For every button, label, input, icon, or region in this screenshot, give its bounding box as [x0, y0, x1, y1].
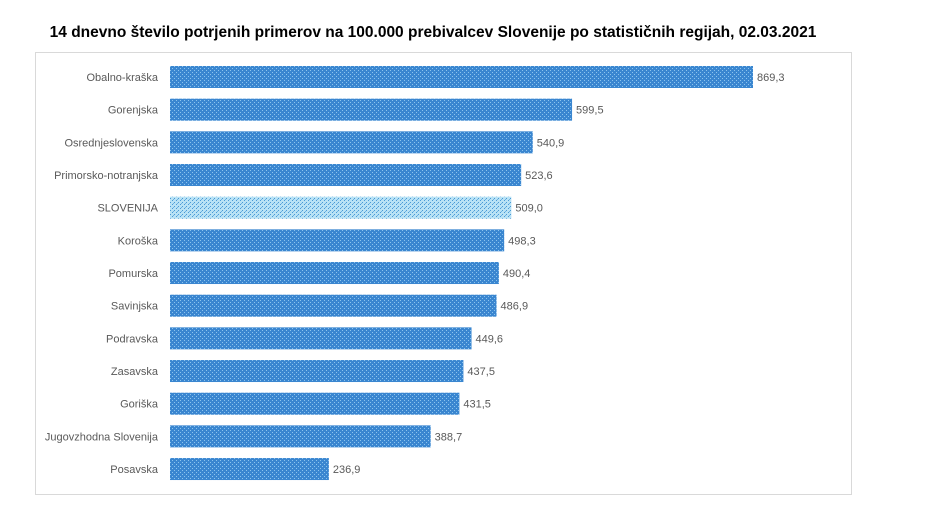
chart-area	[35, 52, 852, 495]
bar	[170, 392, 460, 415]
category-label: Jugovzhodna Slovenija	[45, 431, 159, 443]
category-label: Zasavska	[111, 366, 159, 378]
value-label: 431,5	[463, 399, 491, 411]
bar	[170, 98, 573, 121]
category-label: Goriška	[120, 399, 159, 411]
bar	[170, 262, 499, 285]
value-label: 540,9	[537, 137, 565, 149]
bar	[170, 327, 472, 350]
value-label: 509,0	[515, 203, 543, 215]
category-label: Podravska	[106, 333, 159, 345]
bar	[170, 131, 533, 154]
category-label: Koroška	[118, 235, 159, 247]
value-label: 437,5	[467, 366, 495, 378]
category-label: Posavska	[110, 464, 159, 476]
bar	[170, 66, 753, 88]
value-label: 498,3	[508, 235, 536, 247]
category-label: Osrednjeslovenska	[64, 137, 158, 149]
value-label: 523,6	[525, 170, 553, 182]
bar	[170, 360, 464, 383]
bar	[170, 196, 512, 219]
value-label: 490,4	[503, 268, 531, 280]
bar	[170, 294, 497, 317]
value-label: 599,5	[576, 105, 604, 117]
category-label: Primorsko-notranjska	[54, 170, 159, 182]
bar	[170, 458, 329, 481]
category-label: Gorenjska	[108, 105, 159, 117]
value-label: 869,3	[757, 72, 785, 84]
value-label: 486,9	[501, 301, 529, 313]
value-label: 236,9	[333, 464, 361, 476]
value-label: 388,7	[435, 431, 463, 443]
category-label: Savinjska	[111, 301, 159, 313]
value-label: 449,6	[476, 333, 504, 345]
bar	[170, 164, 522, 187]
bar	[170, 229, 505, 252]
category-label: SLOVENIJA	[97, 203, 158, 215]
category-label: Pomurska	[108, 268, 158, 280]
bar	[170, 425, 431, 448]
category-label: Obalno-kraška	[86, 72, 158, 84]
chart-title: 14 dnevno število potrjenih primerov na …	[49, 24, 817, 41]
